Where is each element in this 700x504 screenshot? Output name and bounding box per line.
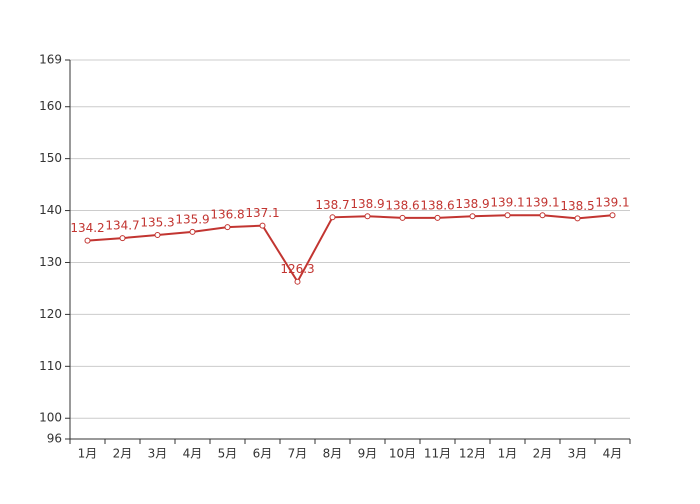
y-tick-label: 96 [47,432,62,446]
point [259,222,266,229]
data-label: 139.1 [490,196,524,210]
y-tick-label: 169 [39,53,62,67]
x-tick-label: 2月 [533,447,553,461]
data-label: 135.3 [140,215,174,229]
data-label: 138.6 [385,198,419,212]
point [154,231,161,238]
x-tick-label: 2月 [113,447,133,461]
data-label: 138.5 [560,199,594,213]
x-tick-label: 5月 [218,447,238,461]
y-tick-label: 140 [39,203,62,217]
data-label: 126.3 [280,262,314,276]
y-tick-label: 120 [39,307,62,321]
point [364,213,371,220]
data-label: 138.9 [350,197,384,211]
point [539,212,546,219]
y-tick-label: 160 [39,99,62,113]
data-label: 139.1 [525,196,559,210]
point [329,214,336,221]
y-tick-label: 100 [39,411,62,425]
point [119,235,126,242]
data-label: 138.6 [420,198,454,212]
data-label: 138.7 [315,198,349,212]
data-label: 136.8 [210,208,244,222]
x-tick-label: 4月 [183,447,203,461]
point [504,212,511,219]
x-tick-label: 12月 [459,447,486,461]
data-label: 137.1 [245,206,279,220]
x-tick-label: 8月 [323,447,343,461]
line [87,214,613,284]
x-tick-label: 3月 [568,447,588,461]
point [224,224,231,231]
point [574,215,581,222]
x-tick-label: 1月 [78,447,98,461]
data-label: 134.7 [105,219,139,233]
point [609,212,616,219]
point [189,228,196,235]
point [84,237,91,244]
y-tick-label: 150 [39,151,62,165]
x-tick-label: 11月 [424,447,451,461]
point [294,278,301,285]
x-tick-label: 4月 [603,447,623,461]
data-label: 139.1 [595,196,629,210]
y-tick-label: 110 [39,359,62,373]
point [434,214,441,221]
x-tick-label: 1月 [498,447,518,461]
x-tick-label: 9月 [358,447,378,461]
point [399,214,406,221]
x-tick-label: 3月 [148,447,168,461]
x-tick-label: 7月 [288,447,308,461]
y-tick-label: 130 [39,255,62,269]
point [469,213,476,220]
data-label: 134.2 [70,221,104,235]
x-tick-label: 10月 [389,447,416,461]
data-label: 135.9 [175,212,209,226]
data-label: 138.9 [455,197,489,211]
x-tick-label: 6月 [253,447,273,461]
